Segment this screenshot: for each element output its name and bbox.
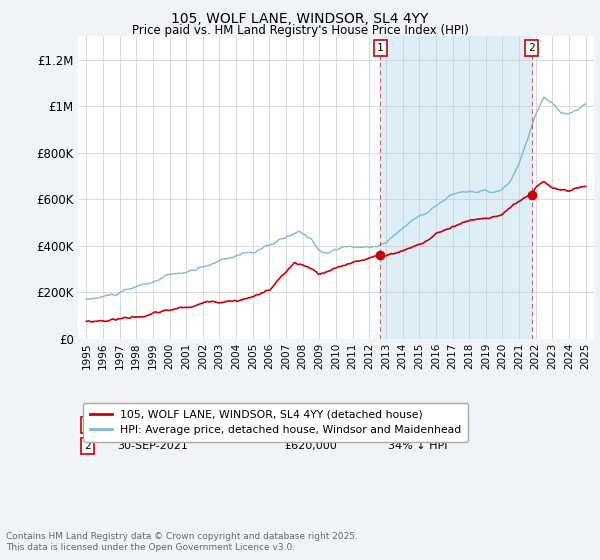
Text: Price paid vs. HM Land Registry's House Price Index (HPI): Price paid vs. HM Land Registry's House … — [131, 24, 469, 36]
Text: Contains HM Land Registry data © Crown copyright and database right 2025.
This d: Contains HM Land Registry data © Crown c… — [6, 532, 358, 552]
Text: 30-AUG-2012: 30-AUG-2012 — [116, 420, 191, 430]
Legend: 105, WOLF LANE, WINDSOR, SL4 4YY (detached house), HPI: Average price, detached : 105, WOLF LANE, WINDSOR, SL4 4YY (detach… — [83, 403, 468, 442]
Bar — [380, 36, 532, 339]
Text: 105, WOLF LANE, WINDSOR, SL4 4YY: 105, WOLF LANE, WINDSOR, SL4 4YY — [172, 12, 428, 26]
Text: £620,000: £620,000 — [284, 441, 337, 451]
Text: 1: 1 — [377, 43, 384, 53]
Text: 2: 2 — [84, 441, 91, 451]
Text: 30-SEP-2021: 30-SEP-2021 — [116, 441, 188, 451]
Text: £360,000: £360,000 — [284, 420, 337, 430]
Text: 2: 2 — [528, 43, 535, 53]
Text: 42% ↓ HPI: 42% ↓ HPI — [388, 420, 447, 430]
Text: 1: 1 — [84, 420, 91, 430]
Text: 34% ↓ HPI: 34% ↓ HPI — [388, 441, 447, 451]
